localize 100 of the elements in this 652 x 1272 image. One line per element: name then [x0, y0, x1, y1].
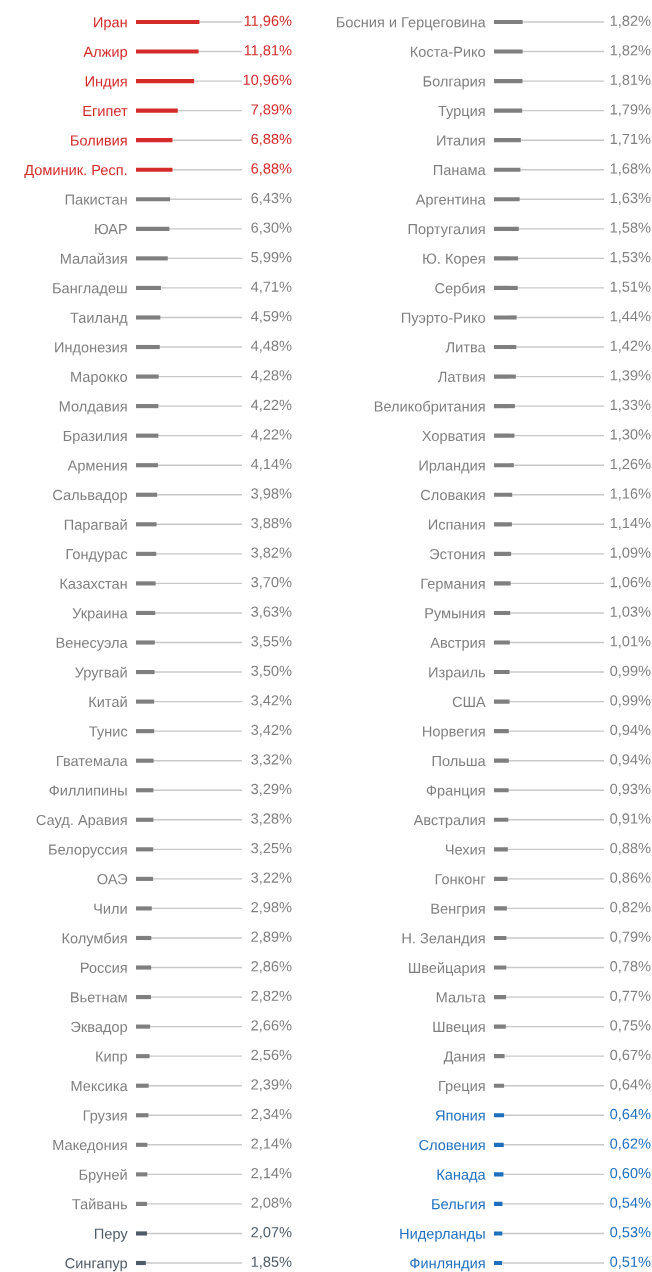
- bar: [494, 344, 517, 350]
- y-tick-label: Пуэрто-Рико: [402, 312, 486, 326]
- data-label: 2,14%: [251, 1167, 292, 1180]
- bar: [494, 1083, 505, 1088]
- data-label: 1,03%: [610, 606, 651, 619]
- bar: [136, 788, 154, 793]
- bar: [494, 49, 523, 54]
- data-label: 1,30%: [610, 429, 651, 442]
- data-label: 4,28%: [250, 370, 292, 383]
- bar: [494, 374, 516, 379]
- y-tick-label: ЮАР: [95, 223, 127, 235]
- bar: [136, 1260, 146, 1266]
- y-tick-label: Филлипины: [49, 785, 127, 796]
- bar: [136, 965, 152, 970]
- data-label: 4,22%: [250, 399, 292, 412]
- y-tick-label: Тунис: [89, 726, 128, 740]
- bar: [136, 79, 195, 84]
- bar: [494, 610, 511, 616]
- bar: [494, 817, 509, 822]
- bar: [494, 788, 509, 793]
- data-label: 2,98%: [251, 902, 292, 915]
- bar: [136, 640, 155, 645]
- bar: [136, 1231, 147, 1236]
- data-label: 2,86%: [251, 961, 292, 974]
- y-tick-label: Колумбия: [62, 932, 127, 947]
- data-label: 1,82%: [610, 45, 651, 58]
- data-label: 7,89%: [251, 104, 292, 117]
- y-tick-label: Македония: [53, 1140, 127, 1153]
- data-label: 0,64%: [610, 1079, 651, 1092]
- data-label: 3,22%: [251, 872, 292, 885]
- bar: [494, 108, 523, 113]
- y-tick-label: Швейцария: [409, 962, 485, 976]
- bar: [494, 1024, 506, 1029]
- y-tick-label: Египет: [83, 105, 128, 117]
- y-tick-label: Иран: [94, 17, 127, 31]
- bar: [494, 522, 512, 527]
- data-label: 2,14%: [251, 1138, 292, 1151]
- data-label: 0,93%: [610, 783, 651, 796]
- bar: [136, 1024, 151, 1029]
- y-tick-label: Япония: [435, 1110, 485, 1121]
- bar: [136, 729, 155, 734]
- y-tick-label: ОАЭ: [97, 873, 128, 885]
- data-label: 1,39%: [610, 370, 651, 383]
- bar: [136, 610, 156, 616]
- bar: [494, 197, 520, 202]
- data-label: 4,48%: [250, 340, 292, 353]
- data-label: 3,88%: [251, 517, 292, 530]
- y-tick-label: Ирландия: [419, 460, 485, 474]
- data-label: 2,82%: [251, 990, 292, 1003]
- bar: [494, 285, 518, 290]
- data-label: 1,51%: [610, 281, 651, 294]
- y-tick-label: Бразилия: [63, 430, 127, 444]
- bar: [494, 138, 521, 143]
- y-tick-label: Гондурас: [66, 549, 128, 563]
- data-label: 1,63%: [610, 192, 651, 205]
- y-tick-label: Грузия: [83, 1110, 127, 1124]
- y-tick-label: Коста-Рико: [410, 46, 486, 57]
- data-label: 4,14%: [250, 458, 292, 471]
- y-tick-label: Бельгия: [432, 1199, 485, 1210]
- y-tick-label: Литва: [445, 342, 486, 353]
- data-label: 0,62%: [610, 1138, 651, 1151]
- y-tick-label: Германия: [421, 578, 485, 592]
- y-tick-label: США: [452, 696, 486, 708]
- bar: [494, 256, 519, 261]
- y-tick-label: Индия: [85, 76, 127, 90]
- bar: [494, 79, 523, 84]
- data-label: 2,07%: [251, 1227, 292, 1240]
- data-label: 1,42%: [610, 340, 651, 353]
- bar: [136, 463, 158, 468]
- data-label: 1,26%: [610, 458, 651, 471]
- y-tick-label: Сальвадор: [53, 489, 128, 504]
- bar: [494, 906, 507, 911]
- data-label: 6,30%: [251, 222, 292, 235]
- y-tick-label: Молдавия: [59, 401, 127, 415]
- y-tick-label: Таиланд: [70, 312, 128, 326]
- data-label: 1,14%: [610, 517, 651, 530]
- y-tick-label: Пакистан: [65, 194, 127, 205]
- data-label: 4,59%: [250, 311, 292, 324]
- y-tick-label: Армения: [67, 460, 127, 474]
- bar: [136, 256, 168, 261]
- bar: [136, 847, 154, 852]
- bar: [494, 1172, 504, 1177]
- bar: [494, 876, 508, 881]
- y-tick-label: Хорватия: [422, 430, 485, 444]
- data-label: 1,06%: [610, 576, 651, 590]
- bar: [494, 226, 519, 231]
- data-label: 1,09%: [610, 547, 651, 560]
- data-label: 4,22%: [250, 429, 292, 442]
- data-label: 6,88%: [251, 163, 292, 176]
- bar: [136, 167, 173, 172]
- y-tick-label: Чили: [94, 903, 127, 914]
- y-tick-label: Россия: [81, 962, 127, 973]
- data-label: 6,43%: [251, 192, 292, 205]
- y-tick-label: Парагвай: [64, 518, 127, 533]
- data-label: 3,29%: [251, 783, 292, 796]
- y-tick-label: Боливия: [71, 135, 127, 146]
- y-tick-label: Латвия: [437, 371, 485, 382]
- y-tick-label: Финляндия: [410, 1258, 485, 1272]
- bar: [494, 1260, 503, 1266]
- y-tick-label: Гватемала: [57, 755, 128, 767]
